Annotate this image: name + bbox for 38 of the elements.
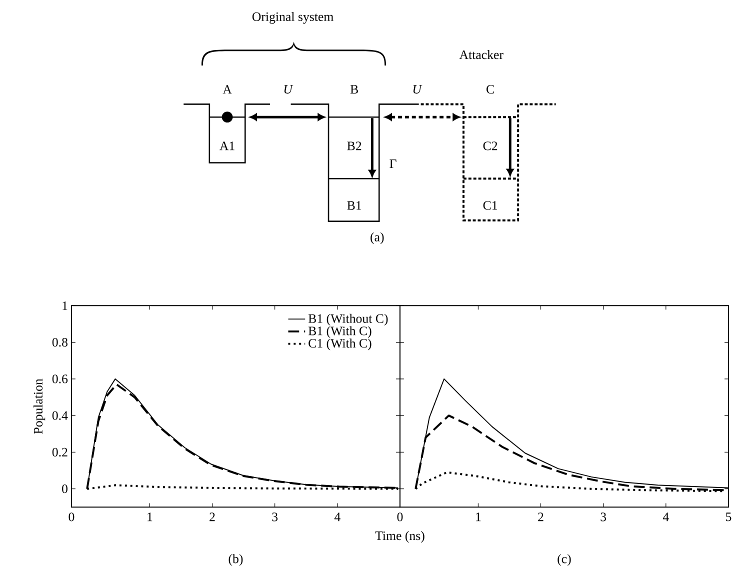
x-tick-label: 3	[600, 512, 606, 522]
y-tick-label: 0.2	[52, 448, 68, 457]
x-tick-label: 2	[210, 512, 215, 522]
x-tick-label: 1	[148, 512, 152, 522]
x-tick-label: 2	[538, 512, 544, 522]
text: (b)	[228, 554, 243, 566]
text: C2	[483, 142, 498, 150]
text: Original system	[252, 12, 334, 24]
text: B1	[347, 201, 362, 210]
x-tick-label: 5	[726, 512, 732, 522]
y-tick-label: 0	[62, 484, 68, 494]
x-axis-title: Time (ns)	[375, 531, 424, 543]
text: Attacker	[459, 50, 504, 60]
text: A	[222, 85, 232, 94]
x-tick-label: 3	[272, 512, 278, 522]
legend-label: B1 (Without C)	[308, 314, 388, 326]
y-tick-label: 0.8	[52, 338, 68, 347]
text: B2	[347, 142, 362, 150]
text: C	[486, 85, 494, 94]
x-tick-label: 0	[68, 512, 74, 522]
text: (c)	[558, 554, 571, 566]
x-tick-label: 4	[662, 512, 669, 522]
y-tick-label: 1	[62, 302, 68, 310]
y-axis-title: Population	[33, 378, 46, 434]
legend-label: C1 (With C)	[308, 338, 372, 350]
text: (a)	[370, 232, 384, 244]
y-tick-label: 0.4	[52, 411, 68, 420]
text: B	[350, 85, 358, 94]
x-tick-label: 4	[334, 512, 340, 522]
text: U	[413, 85, 422, 94]
text: Γ	[390, 160, 396, 168]
x-tick-label: 0	[397, 512, 403, 522]
text: A1	[220, 142, 234, 150]
text: U	[284, 85, 294, 94]
x-tick-label: 1	[476, 512, 481, 522]
legend-label: B1 (With C)	[308, 326, 372, 338]
y-tick-label: 0.6	[52, 374, 68, 384]
text: C1	[483, 201, 498, 210]
